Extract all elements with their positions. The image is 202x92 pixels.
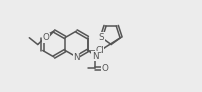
Text: S: S (98, 33, 104, 42)
Text: N: N (73, 53, 79, 61)
Text: O: O (101, 64, 108, 73)
Text: Cl: Cl (95, 46, 103, 55)
Text: N: N (91, 52, 98, 61)
Text: O: O (43, 33, 49, 42)
